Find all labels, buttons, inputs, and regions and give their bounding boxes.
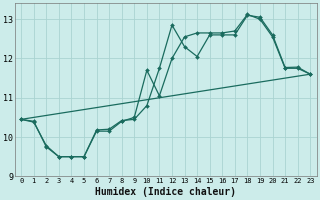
X-axis label: Humidex (Indice chaleur): Humidex (Indice chaleur) (95, 186, 236, 197)
